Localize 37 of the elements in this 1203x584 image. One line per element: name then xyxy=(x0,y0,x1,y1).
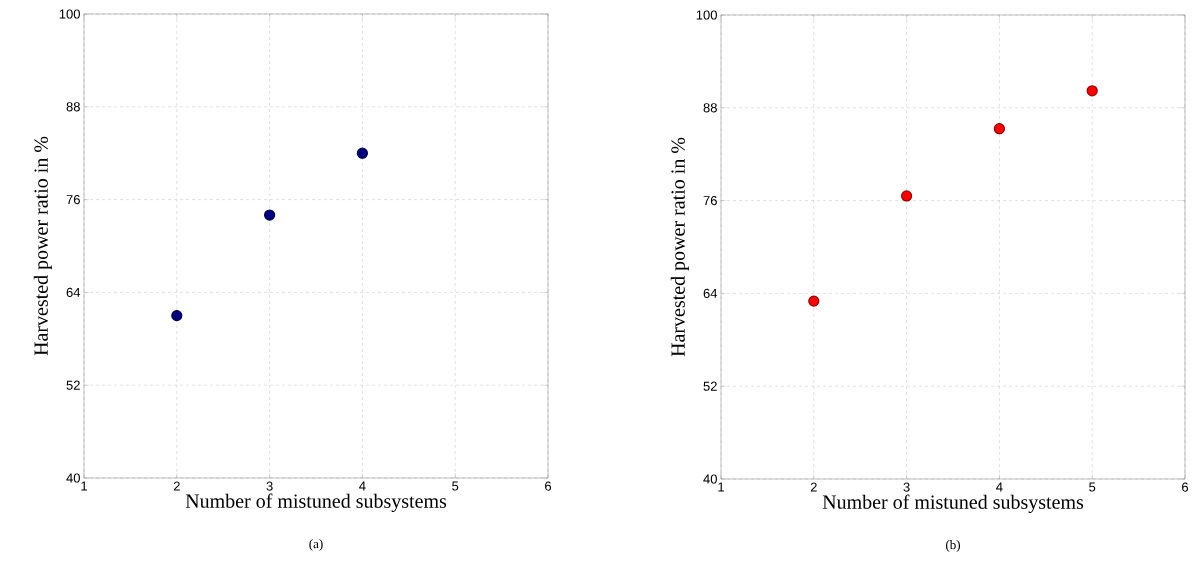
point xyxy=(264,209,276,221)
point xyxy=(1086,85,1098,97)
point xyxy=(356,147,368,159)
y-tick-label: 76 xyxy=(66,194,80,205)
x-tick-label: 2 xyxy=(173,481,180,491)
y-tick-label: 88 xyxy=(66,102,80,112)
x-axis-title: Number of mistuned subsystems xyxy=(185,493,447,512)
y-tick-label: 52 xyxy=(66,380,80,390)
x-tick-label: 4 xyxy=(996,482,1003,492)
x-tick-label: 3 xyxy=(266,481,273,491)
x-tick-label: 5 xyxy=(452,481,459,491)
x-tick-label: 6 xyxy=(1182,482,1189,492)
y-tick-label: 52 xyxy=(703,381,717,391)
y-tick-label: 100 xyxy=(59,9,80,19)
y-tick-label: 64 xyxy=(66,287,81,297)
x-tick-label: 1 xyxy=(81,481,87,491)
text: (a) xyxy=(309,539,323,551)
y-tick-label: 40 xyxy=(66,473,80,483)
x-tick-label: 4 xyxy=(359,481,366,491)
y-tick-label: 76 xyxy=(703,195,717,206)
x-tick-label: 2 xyxy=(810,482,817,492)
x-tick-label: 6 xyxy=(545,481,552,491)
point xyxy=(171,309,183,322)
y-tick-label: 88 xyxy=(703,103,717,113)
y-axis-title: Harvested power ratio in % xyxy=(670,137,689,357)
point xyxy=(808,295,820,307)
x-axis-title: Number of mistuned subsystems xyxy=(822,494,1084,513)
x-tick-label: 1 xyxy=(718,482,724,492)
text: (b) xyxy=(945,540,961,552)
y-tick-label: 100 xyxy=(696,10,717,20)
y-tick-label: 64 xyxy=(703,288,718,298)
x-tick-label: 3 xyxy=(903,482,910,492)
point xyxy=(993,123,1005,135)
x-tick-label: 5 xyxy=(1089,482,1096,492)
y-axis-title: Harvested power ratio in % xyxy=(33,136,52,356)
y-tick-label: 40 xyxy=(703,474,717,484)
point xyxy=(901,190,913,202)
